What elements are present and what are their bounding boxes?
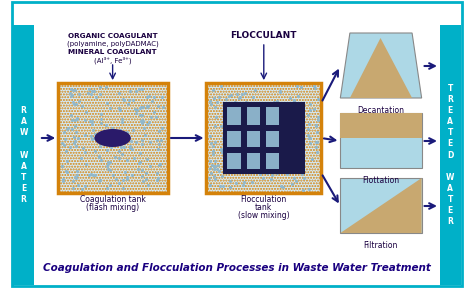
Text: Filtration: Filtration [363,241,398,250]
Bar [340,113,422,168]
Bar [224,125,304,131]
Text: Coagulation tank: Coagulation tank [80,196,146,204]
Text: Coagulation and Flocculation Processes in Waste Water Treatment: Coagulation and Flocculation Processes i… [43,263,431,273]
Text: (slow mixing): (slow mixing) [238,211,290,219]
Text: R
A
W
 
W
A
T
E
R: R A W W A T E R [19,106,28,204]
Text: Flottation: Flottation [362,176,399,185]
Polygon shape [340,33,422,98]
Text: Decantation: Decantation [357,106,404,115]
Text: (Al³⁺, Fe³⁺): (Al³⁺, Fe³⁺) [94,56,131,64]
Text: ORGANIC COAGULANT: ORGANIC COAGULANT [68,33,157,39]
Text: FLOCCULANT: FLOCCULANT [230,31,297,41]
Bar [224,103,304,173]
Text: (polyamine, polyDADMAC): (polyamine, polyDADMAC) [67,41,158,47]
Text: (flash mixing): (flash mixing) [86,204,139,213]
Text: Flocculation: Flocculation [241,196,287,204]
Bar [266,107,279,169]
Bar [228,107,241,169]
Bar [340,113,422,138]
Ellipse shape [94,129,131,147]
Bar [206,83,321,193]
Bar [246,107,260,169]
Polygon shape [340,178,422,233]
Text: T
R
E
A
T
E
D
 
W
A
T
E
R: T R E A T E D W A T E R [446,84,455,226]
Text: tank: tank [255,202,273,211]
Bar [58,83,168,193]
Bar [440,25,461,285]
Text: MINERAL COAGULANT: MINERAL COAGULANT [68,49,157,55]
Bar [224,147,304,153]
Bar [13,25,34,285]
Polygon shape [350,38,412,98]
Bar [340,178,422,233]
